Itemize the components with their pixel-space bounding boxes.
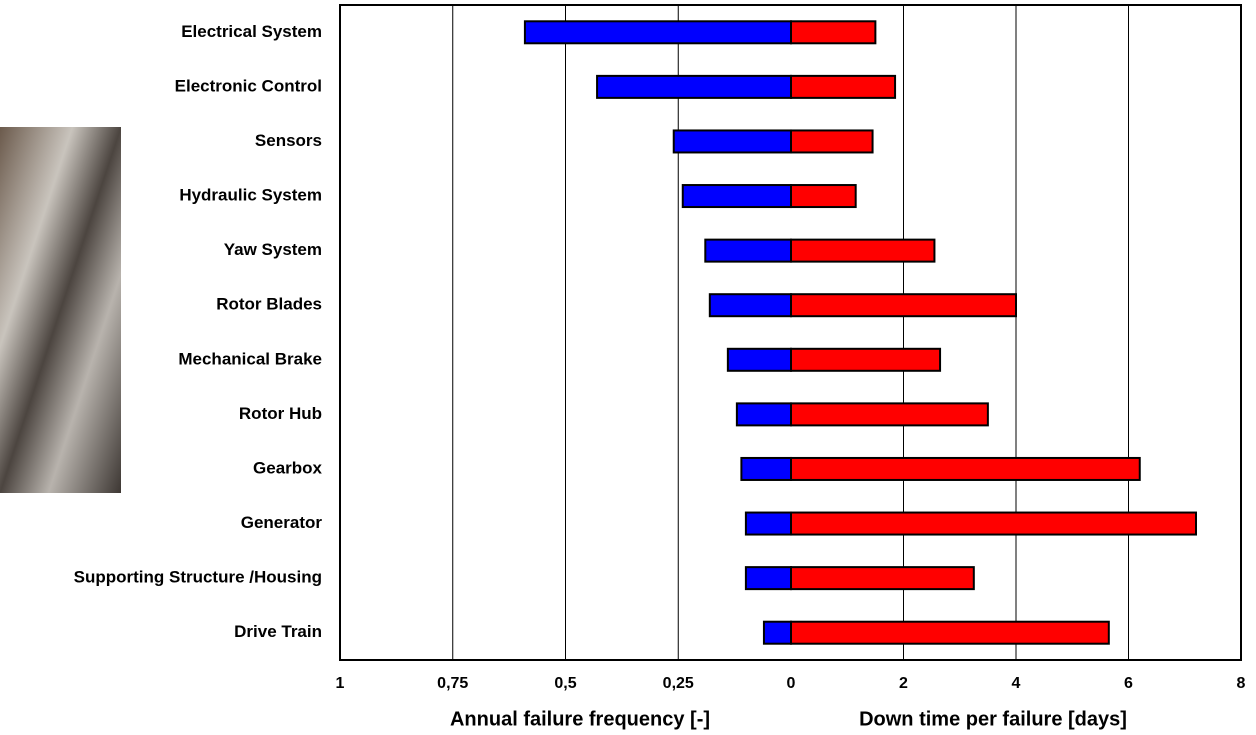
x-tick-label: 1: [336, 675, 345, 692]
x-axis-label-right: Down time per failure [days]: [859, 708, 1127, 730]
category-label: Generator: [241, 513, 323, 532]
bar: [791, 622, 1109, 644]
category-label: Supporting Structure /Housing: [74, 568, 322, 587]
bar: [737, 403, 791, 425]
bar: [791, 403, 988, 425]
bar: [597, 76, 791, 98]
category-label: Electrical System: [181, 22, 322, 41]
bar: [791, 76, 895, 98]
plot-area: [340, 5, 1241, 660]
category-label: Hydraulic System: [179, 186, 322, 205]
x-tick-label: 0,5: [554, 675, 576, 692]
bar: [710, 294, 791, 316]
category-label: Rotor Hub: [239, 404, 322, 423]
bar: [764, 622, 791, 644]
category-label: Mechanical Brake: [178, 349, 322, 368]
bar: [791, 567, 974, 589]
bar: [791, 240, 934, 262]
chart: Annual failure frequency [-] Down time p…: [0, 0, 1256, 735]
bar: [791, 185, 856, 207]
x-tick-label: 0,75: [437, 675, 468, 692]
category-label: Gearbox: [253, 458, 323, 477]
x-tick-label: 6: [1124, 675, 1133, 692]
bar: [741, 458, 791, 480]
x-tick-label: 8: [1237, 675, 1246, 692]
category-label: Rotor Blades: [216, 295, 322, 314]
x-axis-label-left: Annual failure frequency [-]: [450, 708, 710, 730]
bar: [791, 513, 1196, 535]
x-tick-label: 0: [787, 675, 796, 692]
bar: [728, 349, 791, 371]
bar: [746, 513, 791, 535]
category-label: Electronic Control: [175, 76, 322, 95]
category-label: Yaw System: [224, 240, 322, 259]
bar: [705, 240, 791, 262]
bar: [791, 349, 940, 371]
x-tick-label: 4: [1012, 675, 1021, 692]
bar: [674, 130, 791, 152]
category-label: Drive Train: [234, 622, 322, 641]
photo: [0, 127, 121, 493]
bar: [683, 185, 791, 207]
bar: [525, 21, 791, 43]
bar: [791, 458, 1140, 480]
bar: [791, 21, 875, 43]
bar: [791, 130, 873, 152]
x-tick-label: 0,25: [663, 675, 694, 692]
bar: [791, 294, 1016, 316]
bar: [746, 567, 791, 589]
category-label: Sensors: [255, 131, 322, 150]
x-tick-label: 2: [899, 675, 908, 692]
